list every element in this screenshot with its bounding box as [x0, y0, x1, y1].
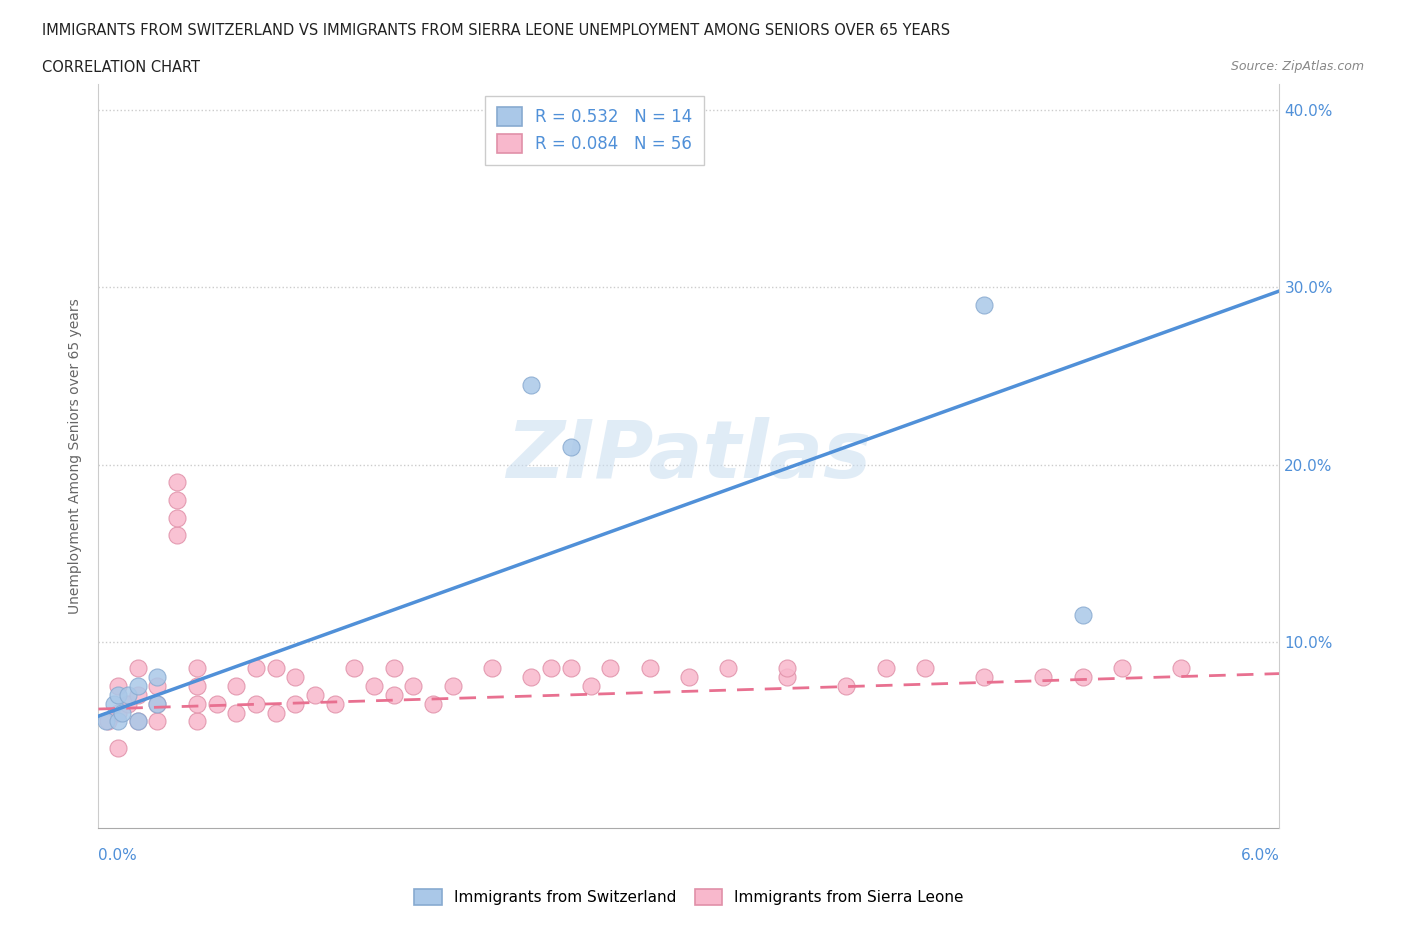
Point: [520, 670, 543, 684]
Point: [107, 705, 129, 720]
Point: [107, 687, 129, 702]
Point: [1170, 661, 1192, 676]
Point: [225, 705, 247, 720]
Point: [363, 679, 385, 694]
Point: [96, 714, 118, 729]
Point: [560, 661, 582, 676]
Point: [186, 714, 208, 729]
Point: [127, 679, 149, 694]
Point: [638, 661, 661, 676]
Point: [245, 697, 267, 711]
Point: [304, 687, 326, 702]
Point: [284, 670, 307, 684]
Point: [422, 697, 444, 711]
Point: [973, 670, 995, 684]
Point: [166, 475, 188, 490]
Point: [520, 378, 543, 392]
Point: [146, 714, 169, 729]
Point: [166, 511, 188, 525]
Point: [127, 687, 149, 702]
Point: [107, 740, 129, 755]
Point: [776, 661, 799, 676]
Point: [146, 697, 169, 711]
Point: [117, 687, 139, 702]
Text: IMMIGRANTS FROM SWITZERLAND VS IMMIGRANTS FROM SIERRA LEONE UNEMPLOYMENT AMONG S: IMMIGRANTS FROM SWITZERLAND VS IMMIGRANT…: [42, 23, 950, 38]
Point: [717, 661, 740, 676]
Point: [97, 714, 120, 729]
Point: [146, 697, 169, 711]
Point: [166, 528, 188, 543]
Point: [103, 697, 125, 711]
Point: [186, 661, 208, 676]
Point: [186, 679, 208, 694]
Point: [875, 661, 897, 676]
Y-axis label: Unemployment Among Seniors over 65 years: Unemployment Among Seniors over 65 years: [69, 298, 83, 614]
Point: [107, 714, 129, 729]
Point: [245, 661, 267, 676]
Point: [382, 661, 405, 676]
Point: [1111, 661, 1133, 676]
Point: [146, 679, 169, 694]
Point: [205, 697, 228, 711]
Text: Source: ZipAtlas.com: Source: ZipAtlas.com: [1230, 60, 1364, 73]
Point: [166, 493, 188, 508]
Point: [107, 679, 129, 694]
Point: [117, 697, 139, 711]
Point: [481, 661, 503, 676]
Point: [225, 679, 247, 694]
Point: [441, 679, 464, 694]
Text: CORRELATION CHART: CORRELATION CHART: [42, 60, 200, 75]
Point: [186, 697, 208, 711]
Point: [1032, 670, 1054, 684]
Point: [560, 439, 582, 454]
Point: [914, 661, 936, 676]
Point: [678, 670, 700, 684]
Point: [835, 679, 858, 694]
Point: [382, 687, 405, 702]
Point: [284, 697, 307, 711]
Point: [1071, 670, 1094, 684]
Text: 0.0%: 0.0%: [98, 848, 138, 863]
Text: ZIPatlas: ZIPatlas: [506, 417, 872, 495]
Legend: R = 0.532   N = 14, R = 0.084   N = 56: R = 0.532 N = 14, R = 0.084 N = 56: [485, 96, 704, 165]
Point: [146, 670, 169, 684]
Point: [343, 661, 366, 676]
Point: [127, 661, 149, 676]
Point: [402, 679, 425, 694]
Point: [579, 679, 602, 694]
Point: [1071, 607, 1094, 622]
Legend: Immigrants from Switzerland, Immigrants from Sierra Leone: Immigrants from Switzerland, Immigrants …: [406, 882, 972, 913]
Point: [599, 661, 621, 676]
Point: [973, 298, 995, 312]
Point: [264, 705, 287, 720]
Point: [323, 697, 346, 711]
Point: [111, 705, 134, 720]
Point: [264, 661, 287, 676]
Point: [127, 714, 149, 729]
Point: [540, 661, 562, 676]
Point: [776, 670, 799, 684]
Text: 6.0%: 6.0%: [1240, 848, 1279, 863]
Point: [127, 714, 149, 729]
